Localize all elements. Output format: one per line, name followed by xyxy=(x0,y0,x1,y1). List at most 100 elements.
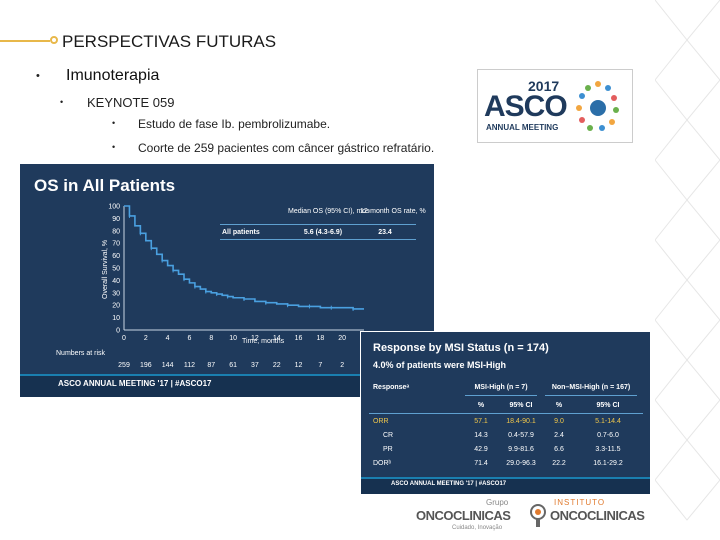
msi-sub-header: % xyxy=(477,402,485,409)
numbers-at-risk-value: 144 xyxy=(162,362,174,369)
os-y-tick-label: 40 xyxy=(112,278,120,285)
os-x-tick-label: 20 xyxy=(338,335,346,342)
os-panel-footer-text: ASCO ANNUAL MEETING '17 | #ASCO17 xyxy=(58,379,212,388)
msi-col-non-high: Non–MSI-High (n = 167) xyxy=(551,384,631,391)
numbers-at-risk-value: 7 xyxy=(318,362,322,369)
msi-row-label: ORR xyxy=(373,418,389,425)
logo-oncoclinicas-2: ONCOCLINICAS xyxy=(550,508,645,523)
msi-cell: 71.4 xyxy=(474,460,488,467)
logo-grupo: Grupo xyxy=(486,498,509,507)
msi-panel-subtitle: 4.0% of patients were MSI-High xyxy=(373,360,507,370)
instituto-emblem-icon xyxy=(530,504,546,527)
os-table-median-value: 5.6 (4.3-6.9) xyxy=(303,229,343,236)
os-y-tick-label: 20 xyxy=(112,303,120,310)
msi-cell: 16.1-29.2 xyxy=(593,460,623,467)
os-x-tick-label: 2 xyxy=(144,335,148,342)
os-x-tick-label: 6 xyxy=(188,335,192,342)
msi-cell: 9.9-81.6 xyxy=(508,446,534,453)
msi-col-divider xyxy=(545,395,637,396)
slide-title: PERSPECTIVAS FUTURAS xyxy=(62,32,277,51)
os-table-header-median: Median OS (95% CI), mos xyxy=(288,208,370,215)
os-table-divider xyxy=(220,224,416,225)
os-y-tick-label: 100 xyxy=(108,204,120,211)
numbers-at-risk-value: 37 xyxy=(251,362,259,369)
asco-logo-graphic xyxy=(576,81,619,131)
os-y-tick-label: 70 xyxy=(112,241,120,248)
msi-header-divider xyxy=(369,413,643,414)
os-y-axis-label: Overall Survival, % xyxy=(102,239,109,299)
msi-panel-footer: ASCO ANNUAL MEETING '17 | #ASCO17 xyxy=(361,477,650,494)
msi-cell: 0.7-6.0 xyxy=(597,432,619,439)
os-y-tick-label: 80 xyxy=(112,228,120,235)
logo-tagline: Cuidado, Inovação xyxy=(452,525,503,531)
msi-cell: 14.3 xyxy=(474,432,488,439)
msi-panel-title: Response by MSI Status (n = 174) xyxy=(373,342,549,354)
msi-cell: 2.4 xyxy=(554,432,564,439)
os-y-tick-label: 60 xyxy=(112,253,120,260)
os-y-tick-label: 30 xyxy=(112,290,120,297)
msi-cell: 29.0-96.3 xyxy=(506,460,536,467)
msi-col-divider xyxy=(465,395,537,396)
os-x-tick-label: 18 xyxy=(316,335,324,342)
logo-oncoclinicas: ONCOCLINICAS xyxy=(416,508,511,523)
numbers-at-risk-value: 112 xyxy=(184,362,195,369)
os-table-divider xyxy=(220,239,416,240)
msi-cell: 57.1 xyxy=(474,418,488,425)
asco-meeting: ANNUAL MEETING xyxy=(486,123,559,132)
asco-brand: ASCO xyxy=(484,90,568,123)
msi-col-response: Responseᵃ xyxy=(373,384,410,391)
bullet-cohort: Coorte de 259 pacientes com câncer gástr… xyxy=(138,141,435,155)
asco-logo: 2017 ASCO ANNUAL MEETING xyxy=(477,69,633,143)
msi-col-high: MSI-High (n = 7) xyxy=(474,384,528,391)
msi-sub-header: 95% CI xyxy=(596,402,620,409)
bullet-marker: • xyxy=(112,118,116,128)
bullet-marker: • xyxy=(36,70,40,82)
os-x-tick-label: 12 xyxy=(251,335,259,342)
asco-year: 2017 xyxy=(528,78,560,94)
msi-sub-header: 95% CI xyxy=(509,402,533,409)
instituto-oncoclinicas-logo: INSTITUTO ONCOCLINICAS xyxy=(528,498,654,536)
os-table-rate-value: 23.4 xyxy=(378,229,392,236)
os-survival-curve xyxy=(124,205,364,310)
numbers-at-risk-value: 196 xyxy=(140,362,152,369)
msi-row-label: DORᵇ xyxy=(373,460,392,467)
msi-cell: 9.0 xyxy=(554,418,564,425)
msi-sub-header: % xyxy=(555,402,563,409)
numbers-at-risk-value: 259 xyxy=(118,362,130,369)
os-y-tick-label: 90 xyxy=(112,216,120,223)
msi-cell: 3.3-11.5 xyxy=(595,446,621,453)
os-chart: 0 10 20 30 40 50 60 70 80 90 100 0 2 4 6 8 10 12 14 16 18 20 2… xyxy=(108,204,368,370)
msi-panel-footer-text: ASCO ANNUAL MEETING '17 | #ASCO17 xyxy=(391,481,507,487)
msi-cell: 18.4-90.1 xyxy=(506,418,536,425)
os-y-tick-label: 10 xyxy=(112,315,120,322)
msi-cell: 5.1-14.4 xyxy=(595,418,621,425)
msi-cell: 42.9 xyxy=(474,446,488,453)
msi-row-label: PR xyxy=(383,446,393,453)
os-panel-title: OS in All Patients xyxy=(34,176,176,195)
msi-cell: 22.2 xyxy=(552,460,566,467)
msi-cell: 0.4-57.9 xyxy=(508,432,534,439)
os-table-header-rate: 12-month OS rate, % xyxy=(360,208,426,215)
os-x-tick-label: 8 xyxy=(209,335,213,342)
title-accent-line xyxy=(0,40,50,42)
bullet-marker: • xyxy=(112,142,116,152)
os-panel-footer: ASCO ANNUAL MEETING '17 | #ASCO17 xyxy=(20,374,434,397)
os-x-tick-label: 16 xyxy=(295,335,303,342)
os-x-tick-label: 14 xyxy=(273,335,281,342)
os-y-tick-label: 0 xyxy=(116,328,120,335)
msi-row-label: CR xyxy=(383,432,394,439)
os-x-tick-label: 10 xyxy=(229,335,237,342)
msi-cell: 6.6 xyxy=(554,446,564,453)
logo-instituto: INSTITUTO xyxy=(554,498,606,507)
os-table-row-label: All patients xyxy=(222,229,260,236)
msi-panel: Response by MSI Status (n = 174) 4.0% of… xyxy=(360,331,651,495)
numbers-at-risk-value: 2 xyxy=(340,362,344,369)
bullet-immunotherapy: Imunoterapia xyxy=(66,67,160,84)
os-x-axis-label: Time, months xyxy=(242,338,285,345)
numbers-at-risk-value: 12 xyxy=(295,362,303,369)
bullet-phase-study: Estudo de fase Ib. pembrolizumabe. xyxy=(138,117,331,131)
numbers-at-risk-label: Numbers at risk xyxy=(56,350,106,357)
numbers-at-risk-value: 61 xyxy=(229,362,237,369)
numbers-at-risk-value: 22 xyxy=(273,362,281,369)
os-x-tick-label: 4 xyxy=(166,335,170,342)
